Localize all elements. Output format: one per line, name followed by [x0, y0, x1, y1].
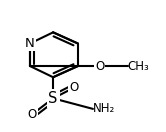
Text: O: O: [28, 108, 37, 121]
Text: NH₂: NH₂: [93, 102, 115, 115]
Text: O: O: [95, 60, 104, 72]
Text: O: O: [69, 81, 79, 94]
Text: CH₃: CH₃: [128, 60, 150, 72]
Text: S: S: [48, 91, 58, 106]
Text: N: N: [25, 37, 35, 50]
